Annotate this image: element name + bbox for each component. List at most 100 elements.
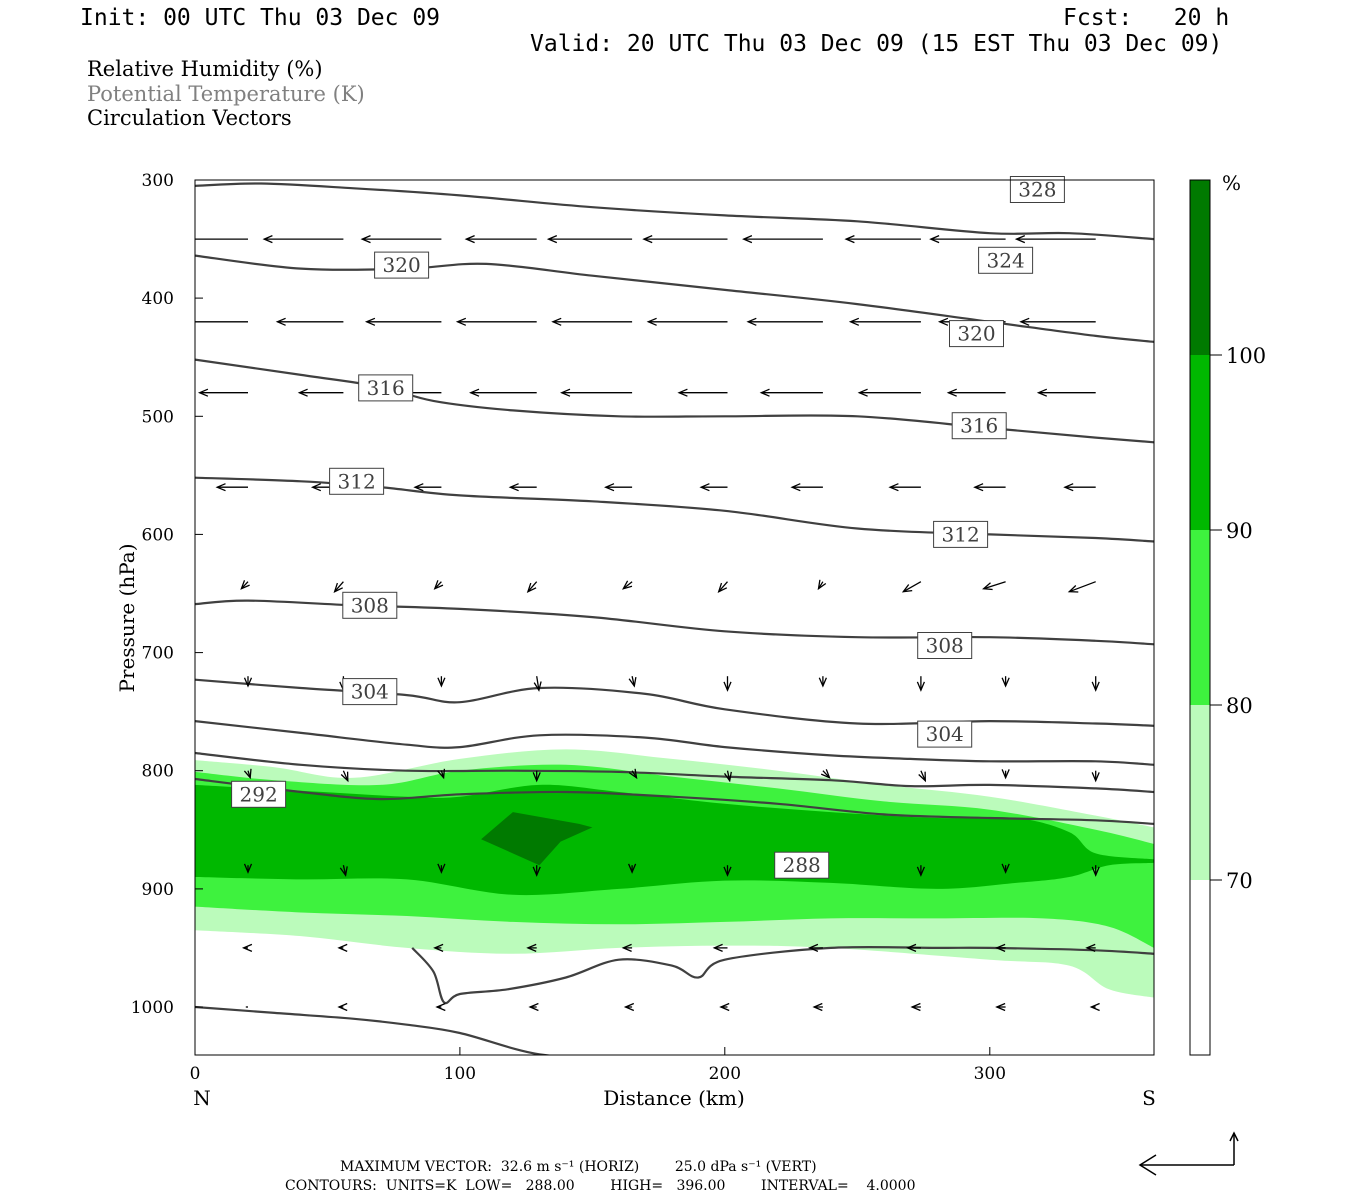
circulation-vector bbox=[719, 1002, 730, 1012]
legend-relative-humidity: Relative Humidity (%) bbox=[87, 57, 323, 81]
contour-label: 320 bbox=[383, 253, 421, 277]
circulation-vector bbox=[469, 388, 537, 397]
circulation-vector bbox=[916, 865, 925, 877]
contour-label: 292 bbox=[240, 782, 278, 806]
x-axis-title: Distance (km) bbox=[603, 1086, 745, 1110]
circulation-vector bbox=[916, 676, 925, 692]
circulation-vector bbox=[413, 483, 442, 492]
x-tick-label: 100 bbox=[444, 1064, 476, 1084]
init-time: Init: 00 UTC Thu 03 Dec 09 bbox=[80, 5, 441, 31]
circulation-vector bbox=[195, 238, 248, 240]
circulation-vector bbox=[699, 483, 728, 492]
circulation-vector bbox=[360, 235, 442, 244]
circulation-vector bbox=[197, 388, 248, 397]
colorbar-bin bbox=[1190, 180, 1210, 355]
maximum-vector-info: MAXIMUM VECTOR: 32.6 m s⁻¹ (HORIZ) 25.0 … bbox=[340, 1159, 817, 1175]
y-tick-label: 500 bbox=[142, 407, 174, 427]
circulation-vector bbox=[759, 388, 823, 397]
colorbar-tick-label: 80 bbox=[1226, 694, 1253, 718]
colorbar-frame bbox=[1189, 179, 1211, 1056]
valid-time: Valid: 20 UTC Thu 03 Dec 09 (15 EST Thu … bbox=[530, 31, 1223, 57]
circulation-vector bbox=[437, 863, 446, 874]
contour-label: 312 bbox=[338, 469, 376, 493]
y-tick-label: 900 bbox=[142, 880, 174, 900]
circulation-vector bbox=[1001, 676, 1010, 688]
colorbar-bin bbox=[1190, 530, 1210, 705]
theta-contour-284 bbox=[195, 1005, 557, 1055]
contour-label: 308 bbox=[351, 593, 389, 617]
x-tick-label: 0 bbox=[190, 1064, 201, 1084]
circulation-vector bbox=[918, 770, 926, 783]
circulation-vector bbox=[1089, 1002, 1100, 1012]
contour-label: 320 bbox=[957, 322, 995, 346]
contour-label: 328 bbox=[1018, 178, 1056, 202]
circulation-vector bbox=[712, 943, 728, 952]
circulation-vector bbox=[337, 1002, 348, 1012]
circulation-vector bbox=[464, 235, 537, 244]
contour-label-box bbox=[933, 520, 989, 548]
circulation-vector bbox=[1001, 863, 1010, 874]
forecast-hour: Fcst: 20 h bbox=[1063, 5, 1230, 31]
circulation-vector bbox=[1019, 317, 1096, 326]
circulation-vector bbox=[337, 943, 348, 952]
circulation-vector bbox=[628, 768, 638, 780]
colorbar-tick-label: 70 bbox=[1226, 869, 1253, 893]
circulation-vector bbox=[437, 768, 446, 780]
contour-label-box bbox=[774, 851, 830, 879]
contour-label-box bbox=[949, 320, 1004, 348]
x-tick-label: 200 bbox=[709, 1064, 741, 1084]
y-tick-label: 300 bbox=[142, 171, 174, 191]
circulation-vector bbox=[508, 483, 537, 492]
contour-label-box bbox=[231, 780, 287, 808]
circulation-vector bbox=[433, 580, 444, 590]
circulation-vector bbox=[1091, 865, 1100, 877]
circulation-vector bbox=[339, 865, 348, 877]
theta-contour-304 bbox=[195, 720, 1154, 766]
circulation-vector bbox=[742, 235, 823, 244]
circulation-vector bbox=[1091, 770, 1100, 783]
circulation-vector bbox=[262, 235, 344, 244]
circulation-vector bbox=[551, 317, 633, 326]
circulation-vector bbox=[1036, 388, 1096, 397]
circulation-vector bbox=[946, 388, 1006, 397]
circulation-vector bbox=[1067, 581, 1096, 593]
x-tick-label: 300 bbox=[974, 1064, 1006, 1084]
circulation-vector bbox=[628, 676, 637, 688]
colorbar-bin bbox=[1190, 705, 1210, 880]
y-tick-label: 400 bbox=[142, 289, 174, 309]
contour-label-box bbox=[951, 412, 1007, 440]
circulation-vector bbox=[275, 317, 344, 326]
circulation-vector bbox=[818, 676, 827, 688]
circulation-vector bbox=[526, 581, 538, 593]
circulation-vector bbox=[717, 581, 728, 593]
circulation-vector bbox=[723, 770, 732, 783]
theta-contour-300 bbox=[195, 751, 1154, 794]
circulation-vector bbox=[526, 943, 537, 952]
circulation-vector bbox=[848, 317, 921, 326]
circulation-vector bbox=[215, 483, 248, 492]
circulation-vector bbox=[642, 235, 728, 244]
circulation-vector bbox=[532, 865, 541, 877]
circulation-vector bbox=[1001, 769, 1010, 780]
colorbar-tick-label: 90 bbox=[1226, 519, 1253, 543]
circulation-vector bbox=[995, 1002, 1006, 1012]
circulation-vector bbox=[533, 676, 542, 692]
circulation-vector bbox=[297, 388, 344, 397]
circulation-vector bbox=[929, 235, 1006, 244]
circulation-vector bbox=[628, 863, 637, 874]
circulation-vector bbox=[621, 580, 633, 590]
circulation-vector bbox=[812, 1002, 823, 1012]
circulation-vector bbox=[333, 581, 344, 593]
circulation-vector bbox=[241, 943, 253, 952]
circulation-vector bbox=[528, 1002, 539, 1012]
theta-contour-320 bbox=[195, 358, 1154, 444]
circulation-vector bbox=[646, 317, 728, 326]
circulation-vector bbox=[243, 676, 253, 688]
circulation-vector bbox=[1085, 943, 1096, 952]
contour-label-box bbox=[358, 374, 414, 402]
y-tick-label: 1000 bbox=[131, 998, 174, 1018]
circulation-vector bbox=[195, 321, 248, 323]
circulation-vector bbox=[1091, 676, 1100, 692]
circulation-vector bbox=[435, 1002, 446, 1012]
